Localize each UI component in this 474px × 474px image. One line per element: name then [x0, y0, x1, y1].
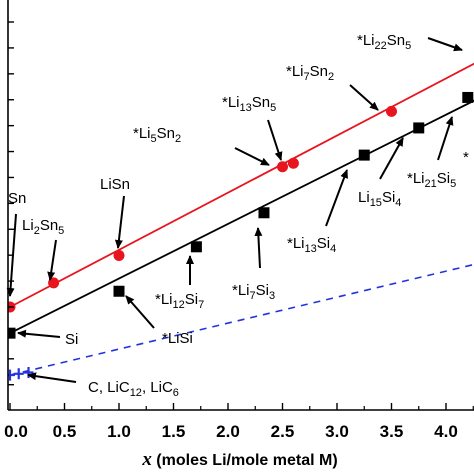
annotation-label: *Li22Sn5: [357, 32, 411, 52]
axes: 0.00.51.01.52.02.53.03.54.04x (moles Li/…: [4, 0, 474, 470]
x-tick-label: 1.0: [107, 422, 131, 441]
annotation-arrow: [114, 195, 125, 249]
annotation-arrow: [47, 239, 57, 281]
annotation-arrows: [6, 37, 463, 383]
annotation-label: *Li5Sn2: [133, 125, 181, 145]
annotation-label: *Li13Si4: [287, 235, 336, 255]
x-axis-variable: x: [141, 449, 152, 470]
annotation-arrow: [325, 169, 348, 227]
annotations: *Li22Sn5 *Li7Sn2 *Li13Sn5 *Li5Sn2 LiSn Sn Li2S…: [8, 32, 469, 399]
annotation-arrow: [349, 84, 379, 111]
series-2-point-1: [13, 368, 24, 380]
x-axis-unit: (moles Li/mole metal M): [152, 452, 338, 469]
series-1-point-5: [413, 122, 425, 134]
series-0-point-5: [386, 105, 397, 117]
series-0-point-3: [277, 161, 288, 173]
series-1-point-3: [258, 207, 270, 219]
annotation-label: *LiSi: [162, 330, 193, 347]
series-2-point-0: [8, 369, 15, 381]
annotation-label: *Li13Sn5: [222, 94, 276, 114]
annotation-arrow: [234, 147, 270, 166]
x-tick-label: 0.5: [53, 422, 77, 441]
x-tick-label: 2.5: [271, 422, 295, 441]
x-tick-label: 3.0: [325, 422, 349, 441]
series-0-line: [9, 62, 474, 308]
series-1-point-1: [113, 285, 125, 297]
annotation-label: LiSn: [100, 176, 130, 193]
series-1-line: [9, 99, 474, 334]
x-axis-title: x (moles Li/mole metal M): [141, 449, 337, 470]
annotation-arrow: [427, 37, 463, 52]
series-2-line: [9, 263, 474, 376]
series-1-point-4: [358, 149, 370, 161]
x-tick-label: 4.0: [434, 422, 458, 441]
annotation-arrow: [17, 329, 61, 338]
series-1-point-6: [462, 91, 474, 103]
x-tick-label: 1.5: [162, 422, 186, 441]
x-tick-label: 2.0: [216, 422, 240, 441]
x-tick-label: 3.5: [380, 422, 404, 441]
annotation-label: *Li21Si5: [407, 170, 456, 190]
annotation-label: Li2Sn5: [22, 217, 64, 237]
series-1-point-2: [190, 241, 202, 253]
series-0-point-2: [113, 249, 125, 261]
annotation-label: C, LiC12, LiC6: [88, 379, 179, 399]
annotation-arrow: [254, 227, 263, 269]
annotation-label: *Li7Si3: [232, 282, 275, 302]
annotation-label: Si: [65, 331, 78, 348]
annotation-arrow: [437, 116, 454, 161]
annotation-label: Li15Si4: [358, 189, 401, 209]
annotation-arrow: [27, 372, 77, 383]
annotation-label: *: [463, 149, 469, 166]
series-0-point-4: [287, 157, 299, 169]
annotation-arrow: [379, 137, 404, 180]
series-lines: [9, 62, 474, 376]
x-tick-label: 0.0: [4, 422, 28, 441]
annotation-arrow: [267, 119, 283, 161]
annotation-label: *Li12Si7: [155, 291, 204, 311]
annotation-label: *Li7Sn2: [286, 63, 334, 83]
annotation-arrow: [125, 295, 155, 329]
annotation-label: Sn: [8, 190, 26, 207]
